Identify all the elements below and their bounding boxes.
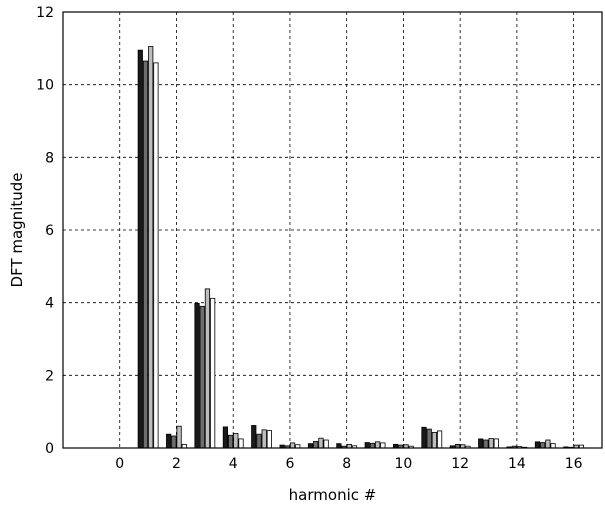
x-tick-label: 12 [451,456,469,472]
y-tick-label: 12 [36,5,54,21]
grid [63,11,602,449]
bar-harmonic-3-series-3 [204,288,211,449]
x-tick-label: 4 [229,456,238,472]
x-tick-label: 8 [342,456,351,472]
bar-harmonic-15-series-1 [534,441,541,449]
x-tick-label: 6 [285,456,294,472]
bar-harmonic-2-series-3 [176,425,182,449]
bar-harmonic-11-series-1 [421,426,427,449]
plot-frame [62,11,603,449]
y-tick-label: 2 [45,368,54,384]
bar-harmonic-7-series-1 [307,443,314,449]
bar-harmonic-15-series-2 [540,442,546,449]
x-axis-label: harmonic # [289,486,377,504]
y-tick-label: 10 [36,78,54,94]
bar-harmonic-2-series-1 [166,433,172,449]
y-tick-label: 6 [45,223,54,239]
bar-harmonic-9-series-3 [375,441,381,449]
bar-harmonic-5-series-3 [261,429,267,449]
bar-harmonic-3-series-1 [194,302,200,449]
bar-harmonic-11-series-3 [431,431,437,449]
bar-harmonic-13-series-1 [478,438,484,449]
bar-harmonic-1-series-1 [137,49,143,449]
bar-harmonic-7-series-3 [318,437,324,449]
bar-harmonic-7-series-2 [313,441,319,449]
bar-harmonic-7-series-4 [323,439,329,449]
bar-harmonic-3-series-2 [199,305,205,449]
bar-harmonic-5-series-1 [251,425,257,449]
y-tick-label: 0 [45,441,54,457]
y-tick-label: 4 [45,296,54,312]
bar-harmonic-4-series-3 [233,433,239,449]
y-axis-label: DFT magnitude [8,173,26,288]
x-tick-label: 16 [565,456,583,472]
bar-harmonic-6-series-3 [289,442,296,449]
tick-labels: 0 2 4 6 8 10 12 14 16 0 2 4 6 8 10 12 [36,5,582,472]
bar-harmonic-11-series-4 [436,430,443,449]
bar-harmonic-15-series-3 [545,439,551,449]
bar-harmonic-1-series-3 [148,46,154,449]
x-tick-label: 10 [395,456,413,472]
x-tick-label: 14 [508,456,526,472]
x-tick-label: 2 [172,456,181,472]
bar-harmonic-15-series-4 [550,443,556,449]
bar-harmonic-3-series-4 [210,297,216,449]
bar-harmonic-2-series-2 [171,435,177,449]
bar-harmonic-13-series-2 [483,439,489,449]
bar-harmonic-5-series-4 [266,430,272,449]
bar-harmonic-11-series-2 [426,428,432,449]
bar-harmonic-8-series-1 [336,443,342,449]
bar-harmonic-4-series-1 [222,426,229,449]
bar-harmonic-9-series-1 [364,442,370,449]
bar-harmonic-4-series-4 [238,438,244,449]
bar-harmonic-1-series-2 [142,60,149,449]
bar-harmonic-13-series-3 [488,438,494,449]
bar-harmonic-9-series-2 [369,442,376,449]
bar-harmonic-4-series-2 [228,434,234,449]
x-tick-label: 0 [115,456,124,472]
y-tick-label: 8 [45,150,54,166]
bar-harmonic-9-series-4 [380,442,386,449]
bar-harmonic-5-series-2 [256,433,262,449]
bar-harmonic-1-series-4 [153,62,159,449]
bar-harmonic-13-series-4 [493,438,499,449]
